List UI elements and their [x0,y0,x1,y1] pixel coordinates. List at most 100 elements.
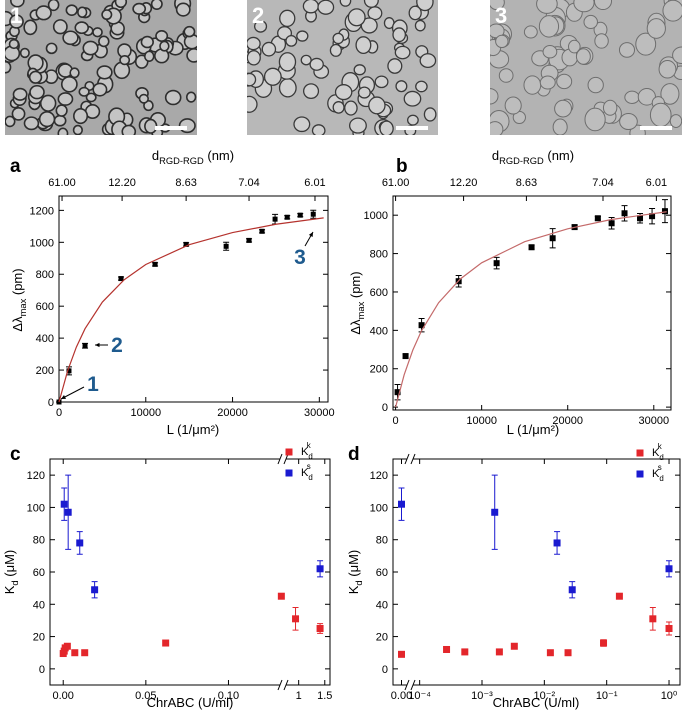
x-tick-label: 0.00 [391,690,412,702]
cell [646,18,666,39]
annotation: 1 [87,373,99,396]
cell [392,27,407,43]
data-point [568,586,576,594]
cell [490,121,504,135]
annotation: 2 [111,334,123,357]
cell [495,34,509,49]
cell [23,19,38,36]
y-tick-label: 0 [382,402,388,414]
legend-swatch [636,470,644,478]
cell [594,33,609,49]
y-tick-label: 100 [370,502,388,514]
data-point [615,592,623,600]
cell [164,89,182,106]
data-point [649,615,657,623]
cell [53,114,67,127]
label-subscript: d [308,452,312,461]
cell [119,54,131,66]
data-point [277,592,285,600]
cell [296,30,309,42]
x2-axis-title: dRGD-RGD (nm) [492,148,574,166]
cell [8,38,20,50]
data-point [64,508,72,516]
y-tick-label: 120 [370,470,388,482]
cell [5,115,16,128]
x2-tick-label: 61.00 [382,177,410,189]
cell [77,6,88,18]
data-point [398,650,405,658]
data-point [553,539,561,547]
cell [490,23,505,39]
cell [155,29,169,42]
data-point [246,237,252,243]
panel-label: b [396,156,408,177]
legend-label: Kdk [301,441,313,461]
cell [669,114,682,128]
cell [247,95,258,113]
data-point [66,368,72,374]
cell [300,54,312,66]
cell [618,42,636,58]
x-tick-label: 0.00 [53,690,74,702]
data-point [316,625,324,632]
data-point [495,648,503,656]
data-point [81,649,89,657]
cell [339,0,352,7]
cell [28,70,43,84]
cell [635,32,657,56]
cell [332,32,345,45]
label-subscript: RGD-RGD [499,156,544,166]
cell [363,0,379,8]
data-point [665,565,673,573]
axis-break [410,453,416,465]
label-part: (pm) [348,271,363,301]
data-point [259,228,265,234]
panel-label: c [10,444,21,465]
y-tick-label: 1000 [364,210,388,222]
x2-tick-label: 8.63 [175,177,196,189]
x-tick-label: 0.05 [135,690,156,702]
cell [593,0,613,11]
cell [140,35,154,49]
x-tick-label: 10000 [130,407,161,419]
fit-curve [395,211,667,408]
scale-bar [155,126,187,130]
label-subscript: d [10,580,20,585]
cell [584,107,606,132]
cell [101,9,113,21]
data-point [402,353,409,360]
cell [662,0,682,22]
cell [263,67,282,86]
micrograph-background [247,0,438,135]
y-tick-label: 400 [370,325,388,337]
label-subscript: max [356,301,366,319]
cell [5,60,12,74]
y-tick-label: 60 [33,567,45,579]
y-axis-title: Δλmax (pm) [348,271,366,334]
data-point [665,625,673,632]
cell [10,0,25,8]
cell [536,0,558,14]
cell [602,99,618,116]
axis-break [404,453,410,465]
data-point [608,220,615,227]
cell [85,92,97,103]
cell [394,45,411,60]
label-part: K [652,468,660,480]
micrograph: 1 [5,0,197,135]
cell [357,86,371,99]
cell [660,83,680,105]
cell [247,50,261,66]
cell [132,2,147,15]
label-superscript: s [658,463,662,472]
cell [408,5,422,21]
cell [416,0,434,12]
cell [498,68,514,83]
x2-tick-label: 7.04 [238,177,259,189]
cell [568,39,581,54]
x-tick-label: 20000 [217,407,248,419]
cell [60,75,78,93]
x-tick-label: 10000 [466,415,497,427]
cell [406,114,419,126]
